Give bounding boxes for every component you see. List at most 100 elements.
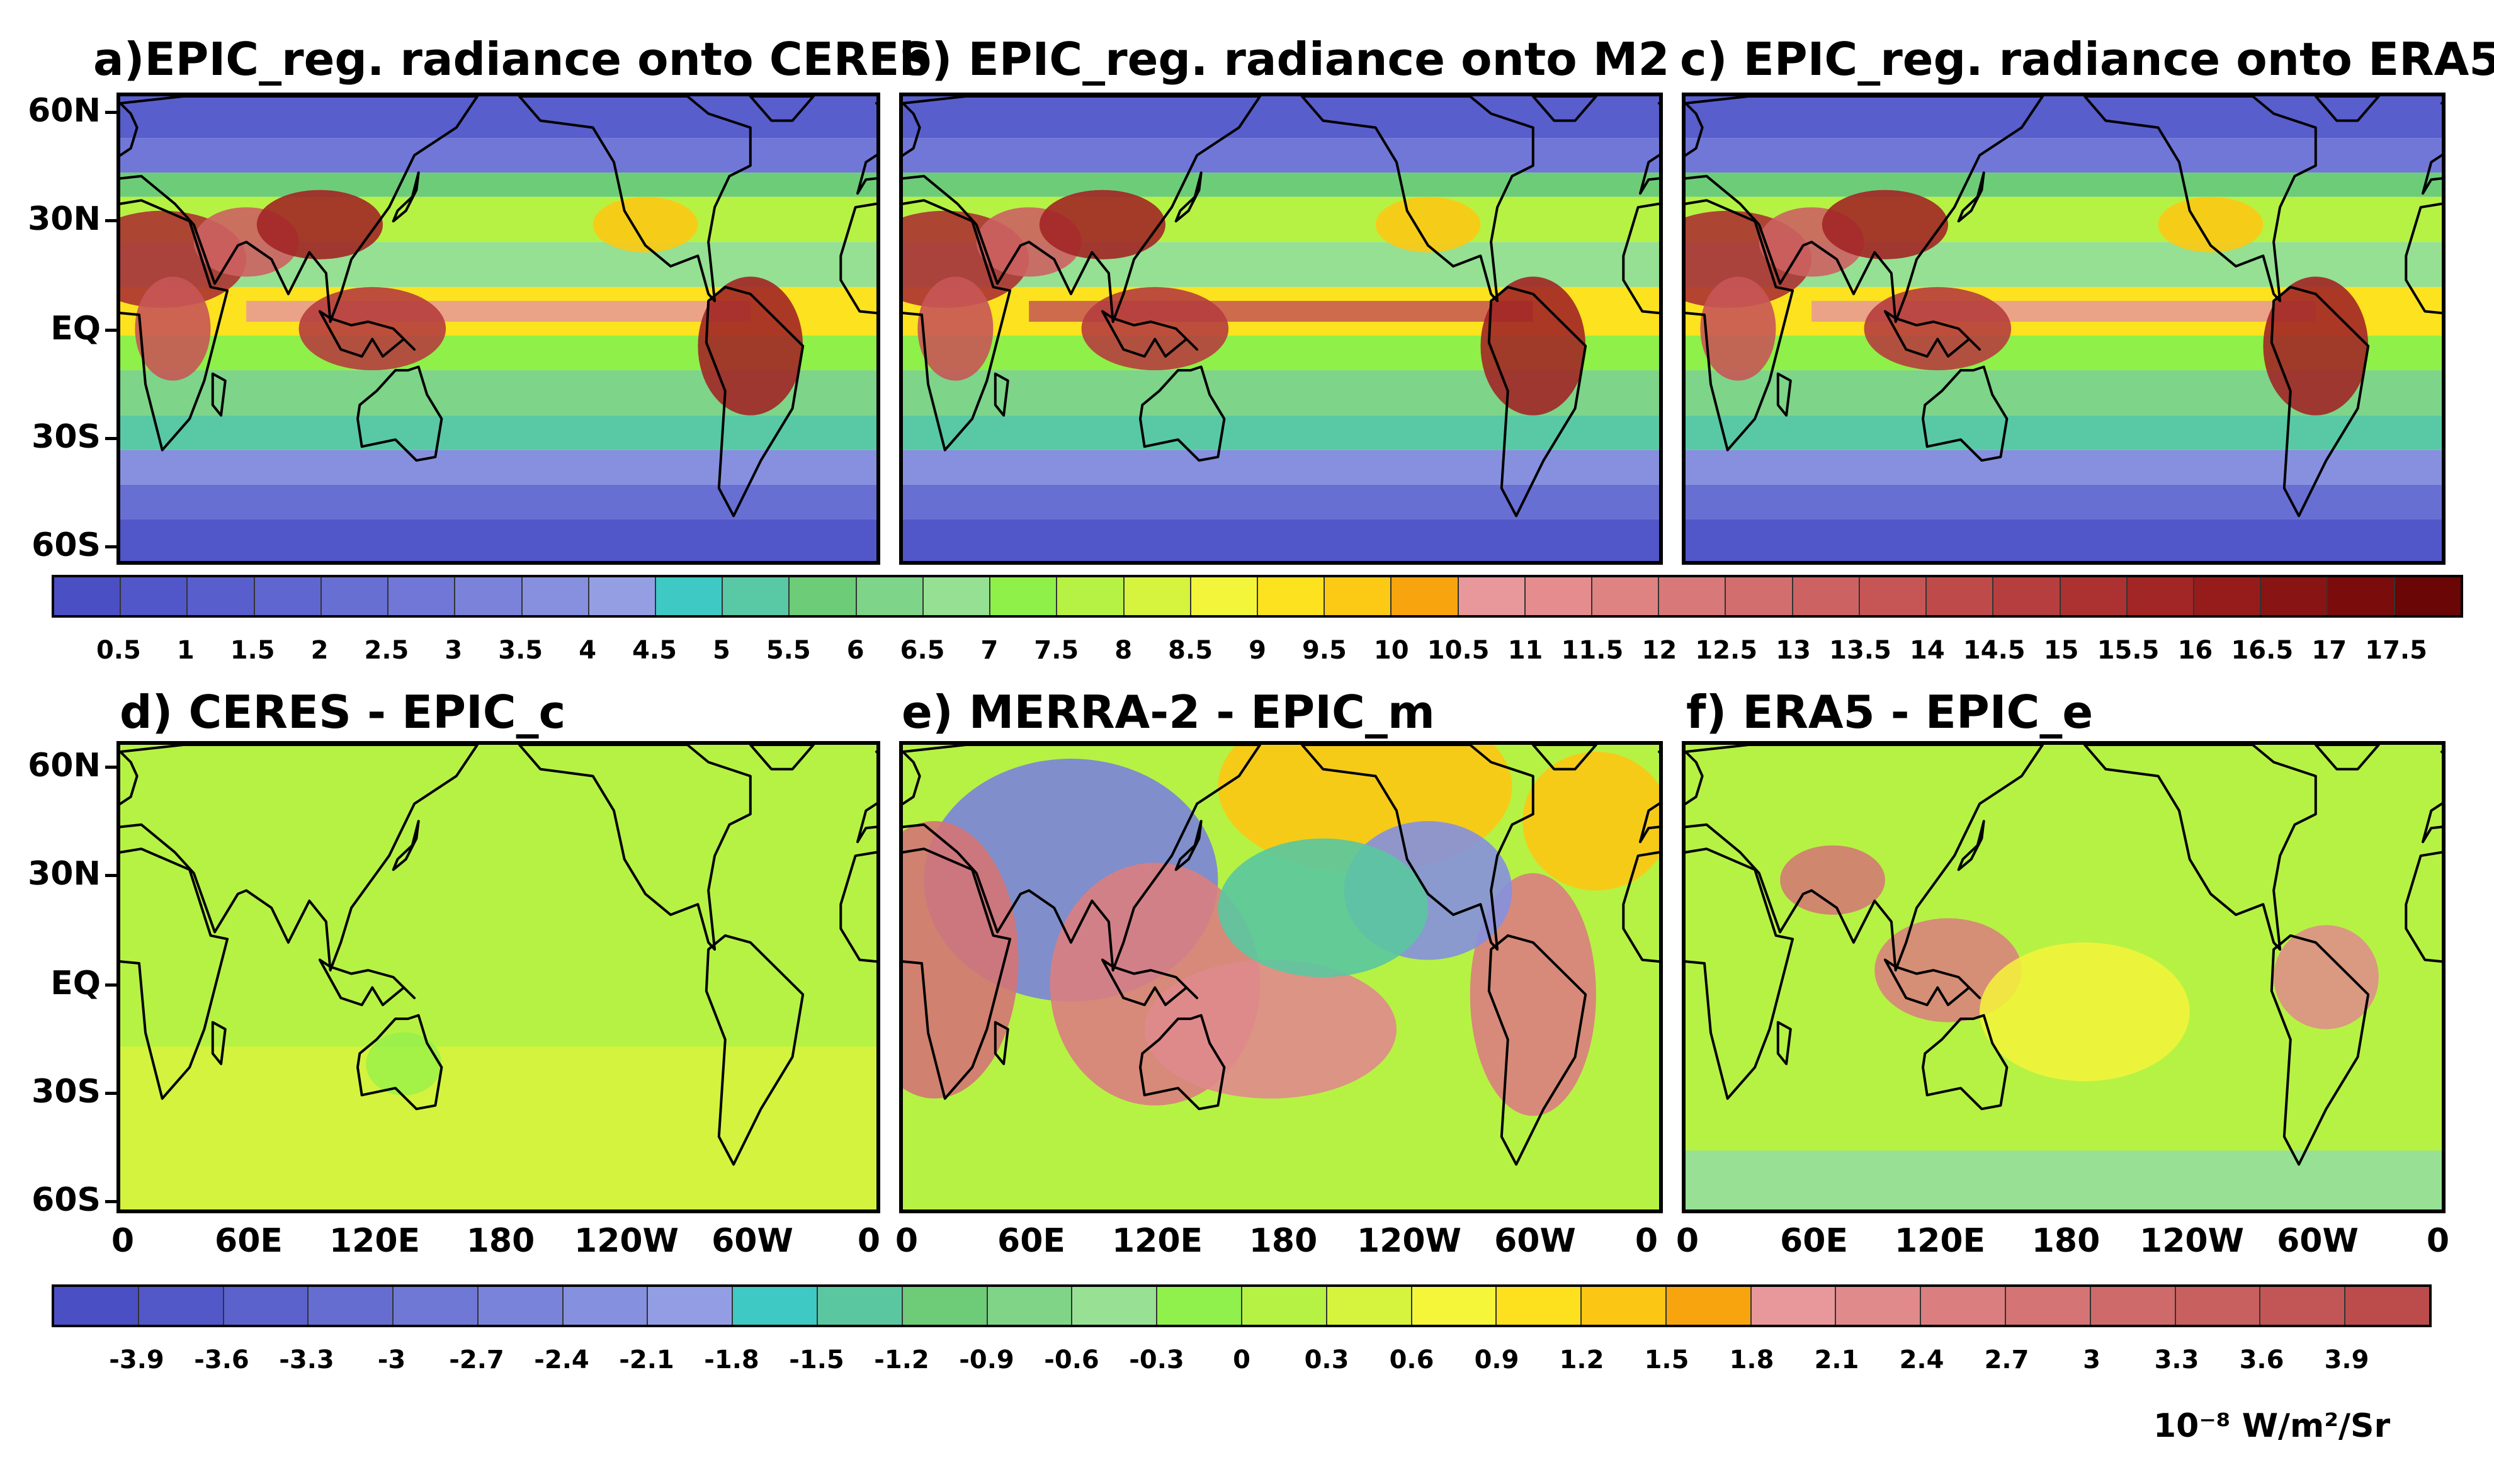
- colorbar-tick-label: -0.6: [1044, 1345, 1099, 1374]
- colorbar-swatch: [1836, 1287, 1922, 1325]
- lon-label-d-180: 180: [466, 1222, 535, 1260]
- colorbar-tick-label: -1.5: [789, 1345, 844, 1374]
- coastline-madagascar: [994, 372, 1009, 417]
- colorbar-tick-label: 8.5: [1168, 636, 1213, 665]
- colorbar-tick-label: 15: [2043, 636, 2079, 665]
- coastline-africa: [120, 847, 229, 1100]
- panel-title-a: a)EPIC_reg. radiance onto CERES: [93, 33, 932, 86]
- colorbar-swatch: [321, 577, 389, 615]
- coastline-japan: [392, 820, 420, 871]
- map-field-a: [120, 96, 876, 561]
- colorbar-swatch: [2194, 577, 2262, 615]
- colorbar-tick-label: 3.5: [498, 636, 543, 665]
- colorbar-swatch: [563, 1287, 649, 1325]
- lon-label-d-60w: 60W: [711, 1222, 793, 1260]
- colorbar-swatch: [54, 577, 122, 615]
- coastline-samerica: [1487, 285, 1587, 518]
- colorbar-swatch: [1525, 577, 1593, 615]
- coastline-madagascar: [1776, 372, 1792, 417]
- colorbar-swatch: [1666, 1287, 1752, 1325]
- lat-label-eq-bottom: EQ: [50, 965, 101, 1002]
- colorbar-swatch: [1257, 577, 1325, 615]
- coastline-madagascar: [1776, 1021, 1792, 1065]
- lon-label-d-0-end: 0: [857, 1222, 881, 1260]
- colorbar-tick-label: 14: [1910, 636, 1945, 665]
- colorbar-tick-label: -2.7: [449, 1345, 504, 1374]
- colorbar-swatch: [790, 577, 857, 615]
- colorbar-swatch: [1157, 1287, 1242, 1325]
- lon-label-f-60e: 60E: [1780, 1222, 1848, 1260]
- colorbar-tick-label: 0: [1233, 1345, 1250, 1374]
- coastline-japan: [1174, 820, 1203, 871]
- colorbar-tick-label: 2: [310, 636, 329, 665]
- coastline-australia: [1922, 1014, 2009, 1111]
- colorbar-swatch: [522, 577, 589, 615]
- colorbar-swatch: [2060, 577, 2128, 615]
- colorbar-tick-label: 16: [2177, 636, 2213, 665]
- colorbar-tick-label: 11: [1507, 636, 1543, 665]
- colorbar-tick-label: -3: [377, 1345, 406, 1374]
- colorbar-swatch: [1327, 1287, 1412, 1325]
- coastline-japan: [392, 171, 420, 223]
- coastline-africa: [903, 847, 1012, 1100]
- colorbar-tick-label: 7: [980, 636, 999, 665]
- colorbar-swatch: [1726, 577, 1793, 615]
- colorbar-swatch: [1582, 1287, 1667, 1325]
- colorbar-swatch: [1927, 577, 1994, 615]
- lon-label-f-0-end: 0: [2426, 1222, 2450, 1260]
- coastline-eurasia: [1639, 101, 1659, 195]
- lon-label-e-0: 0: [895, 1222, 919, 1260]
- coastline-eurasia: [120, 96, 479, 323]
- colorbar-swatch: [2127, 577, 2194, 615]
- coastline-greenland: [749, 96, 815, 122]
- coastline-greenland: [1531, 96, 1597, 122]
- colorbar-tick-label: -1.2: [874, 1345, 929, 1374]
- colorbar-swatch: [902, 1287, 988, 1325]
- colorbar-top: [52, 575, 2463, 618]
- colorbar-tick-label: 0.5: [96, 636, 141, 665]
- colorbar-tick-label: -3.3: [279, 1345, 334, 1374]
- lat-label-30n-bottom: 30N: [28, 855, 101, 893]
- coastline-eurasia: [856, 101, 876, 195]
- lat-label-60n-top: 60N: [28, 92, 101, 130]
- lon-label-d-120e: 120E: [329, 1222, 421, 1260]
- colorbar-swatch: [1191, 577, 1258, 615]
- colorbar-swatch: [1921, 1287, 2006, 1325]
- colorbar-tick-label: 1.2: [1559, 1345, 1604, 1374]
- colorbar-swatch: [1497, 1287, 1582, 1325]
- colorbar-tick-label: 6.5: [900, 636, 945, 665]
- coastline-australia: [356, 1014, 443, 1111]
- colorbar-tick-label: 0.3: [1304, 1345, 1349, 1374]
- lon-label-f-180: 180: [2031, 1222, 2100, 1260]
- colorbar-swatch: [990, 577, 1058, 615]
- colorbar-swatch: [1124, 577, 1191, 615]
- lon-label-e-180: 180: [1249, 1222, 1318, 1260]
- colorbar-tick-label: 1.5: [1644, 1345, 1689, 1374]
- colorbar-tick-label: 13.5: [1829, 636, 1891, 665]
- colorbar-tick-label: 2.4: [1899, 1345, 1944, 1374]
- coastline-indonesia: [318, 958, 416, 1007]
- colorbar-swatch: [254, 577, 322, 615]
- coastline-africa: [903, 199, 1012, 451]
- coastline-africa: [2405, 202, 2442, 315]
- colorbar-tick-label: 11.5: [1561, 636, 1624, 665]
- units-label: 10⁻⁸ W/m²/Sr: [2153, 1407, 2391, 1445]
- colorbar-tick-label: 1.8: [1729, 1345, 1774, 1374]
- coastline-africa: [120, 199, 229, 451]
- colorbar-tick-label: 14.5: [1963, 636, 2026, 665]
- lon-label-d-0: 0: [111, 1222, 135, 1260]
- map-panel-d: [116, 741, 880, 1213]
- colorbar-swatch: [455, 577, 523, 615]
- colorbar-tick-label: 17.5: [2365, 636, 2427, 665]
- colorbar-tick-label: 2.1: [1814, 1345, 1859, 1374]
- coastline-japan: [1957, 171, 1985, 223]
- coastline-indonesia: [1101, 310, 1199, 358]
- colorbar-swatch: [2005, 1287, 2091, 1325]
- lat-label-60s-top: 60S: [31, 526, 101, 564]
- colorbar-tick-label: 15.5: [2097, 636, 2160, 665]
- panel-title-d: d) CERES - EPIC_c: [120, 686, 566, 739]
- colorbar-tick-label: -0.3: [1129, 1345, 1184, 1374]
- colorbar-swatch: [2328, 577, 2395, 615]
- colorbar-tick-label: 12: [1641, 636, 1677, 665]
- colorbar-tick-label: -2.4: [534, 1345, 589, 1374]
